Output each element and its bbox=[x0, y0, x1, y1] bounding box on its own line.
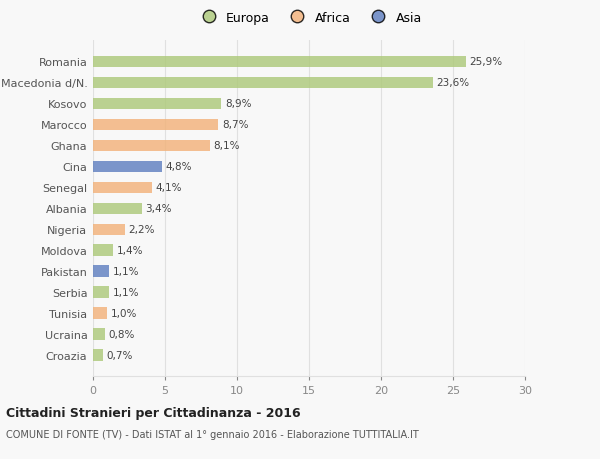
Bar bbox=[93, 266, 109, 277]
Text: 8,9%: 8,9% bbox=[225, 99, 251, 109]
Bar bbox=[93, 119, 218, 131]
Bar bbox=[93, 140, 209, 152]
Text: COMUNE DI FONTE (TV) - Dati ISTAT al 1° gennaio 2016 - Elaborazione TUTTITALIA.I: COMUNE DI FONTE (TV) - Dati ISTAT al 1° … bbox=[6, 429, 419, 439]
Text: 23,6%: 23,6% bbox=[436, 78, 470, 88]
Text: 1,4%: 1,4% bbox=[117, 246, 143, 256]
Bar bbox=[93, 182, 152, 194]
Text: 8,7%: 8,7% bbox=[222, 120, 248, 130]
Bar bbox=[93, 287, 109, 298]
Text: 3,4%: 3,4% bbox=[146, 204, 172, 214]
Bar bbox=[93, 203, 142, 215]
Text: 8,1%: 8,1% bbox=[213, 141, 240, 151]
Text: 1,1%: 1,1% bbox=[112, 288, 139, 297]
Bar bbox=[93, 329, 104, 340]
Bar bbox=[93, 161, 162, 173]
Bar bbox=[93, 78, 433, 89]
Text: 1,1%: 1,1% bbox=[112, 267, 139, 277]
Legend: Europa, Africa, Asia: Europa, Africa, Asia bbox=[192, 8, 426, 28]
Text: 4,1%: 4,1% bbox=[155, 183, 182, 193]
Bar bbox=[93, 224, 125, 235]
Text: 0,7%: 0,7% bbox=[107, 350, 133, 360]
Text: 1,0%: 1,0% bbox=[111, 308, 137, 319]
Bar bbox=[93, 245, 113, 257]
Bar bbox=[93, 308, 107, 319]
Text: 0,8%: 0,8% bbox=[108, 330, 134, 340]
Text: 4,8%: 4,8% bbox=[166, 162, 192, 172]
Bar bbox=[93, 98, 221, 110]
Text: 2,2%: 2,2% bbox=[128, 225, 155, 235]
Text: Cittadini Stranieri per Cittadinanza - 2016: Cittadini Stranieri per Cittadinanza - 2… bbox=[6, 406, 301, 419]
Bar bbox=[93, 350, 103, 361]
Text: 25,9%: 25,9% bbox=[470, 57, 503, 67]
Bar bbox=[93, 56, 466, 68]
